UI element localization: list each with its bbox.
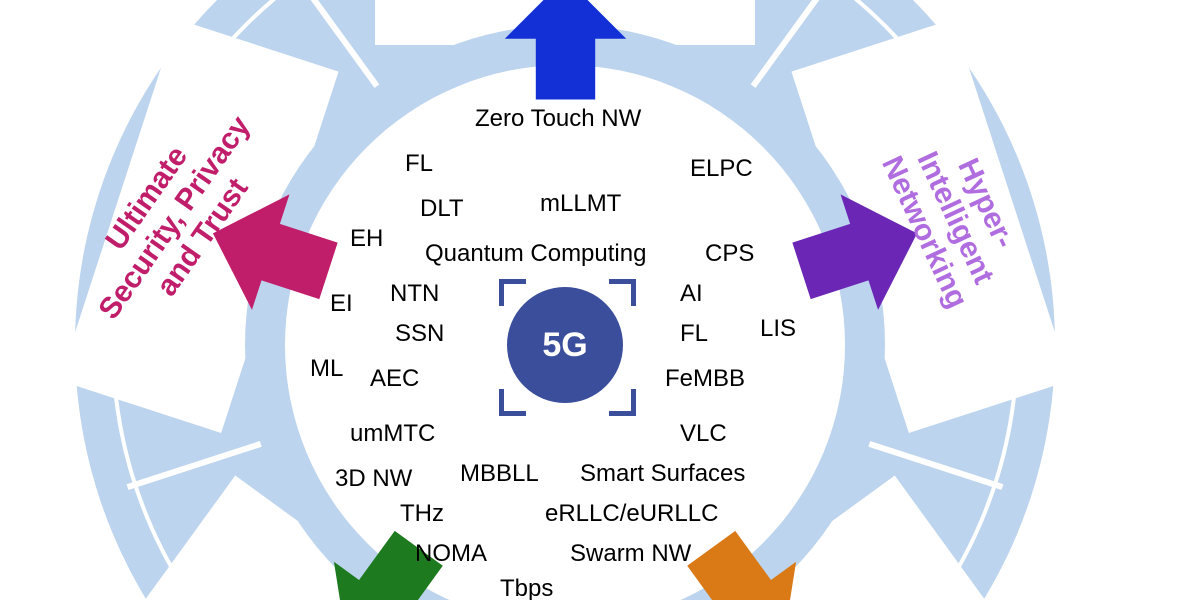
tech-term: AI bbox=[680, 280, 703, 308]
tech-term: Swarm NW bbox=[570, 540, 691, 568]
tech-term: FL bbox=[405, 150, 433, 178]
tech-term: VLC bbox=[680, 420, 727, 448]
center-bracket bbox=[609, 389, 636, 416]
tech-term: eRLLC/eURLLC bbox=[545, 500, 718, 528]
tech-term: CPS bbox=[705, 240, 754, 268]
tech-term: AEC bbox=[370, 365, 419, 393]
tech-term: NTN bbox=[390, 280, 439, 308]
tech-term: Zero Touch NW bbox=[475, 105, 641, 133]
tech-term: ML bbox=[310, 355, 343, 383]
tech-term: FL bbox=[680, 320, 708, 348]
tech-term: DLT bbox=[420, 195, 464, 223]
tech-term: EH bbox=[350, 225, 383, 253]
tech-term: ELPC bbox=[690, 155, 753, 183]
tech-term: Smart Surfaces bbox=[580, 460, 745, 488]
tech-term: Tbps bbox=[500, 575, 553, 600]
tech-term: mLLMT bbox=[540, 190, 621, 218]
tech-term: SSN bbox=[395, 320, 444, 348]
center-bracket bbox=[499, 389, 526, 416]
tech-term: umMTC bbox=[350, 420, 435, 448]
diagram-stage: Hyper- Intelligent NetworkingHarmoni Net… bbox=[0, 0, 1200, 600]
tech-term: LIS bbox=[760, 315, 796, 343]
sector-arrow bbox=[498, 0, 633, 118]
tech-term: NOMA bbox=[415, 540, 487, 568]
tech-term: FeMBB bbox=[665, 365, 745, 393]
tech-term: MBBLL bbox=[460, 460, 539, 488]
tech-term: THz bbox=[400, 500, 444, 528]
tech-term: EI bbox=[330, 290, 353, 318]
center-bracket bbox=[499, 279, 526, 306]
center-bracket bbox=[609, 279, 636, 306]
tech-term: 3D NW bbox=[335, 465, 412, 493]
tech-term: Quantum Computing bbox=[425, 240, 646, 268]
